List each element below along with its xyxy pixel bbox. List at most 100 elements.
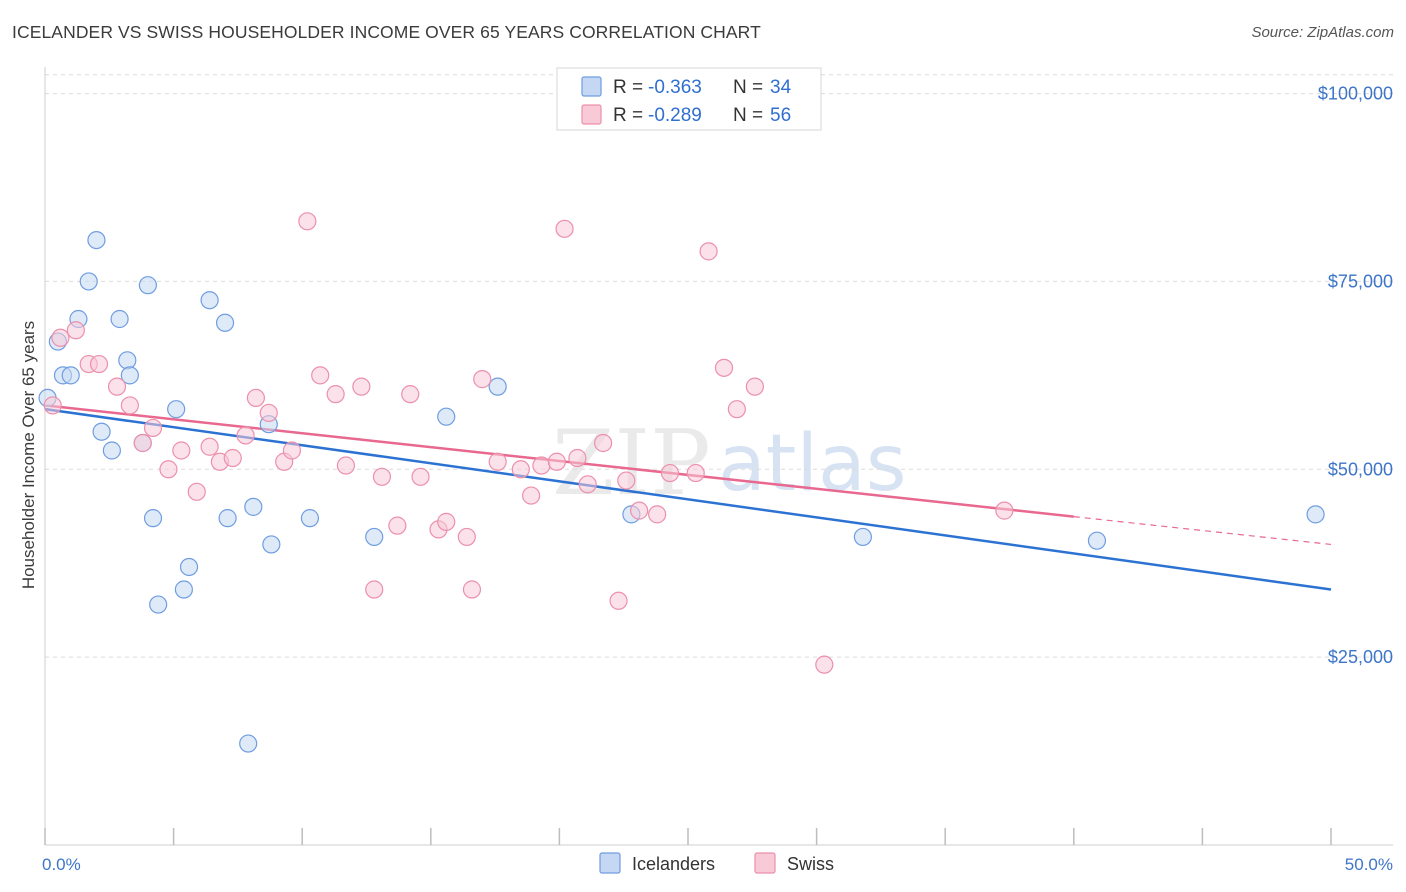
swiss-point-23 [336,456,356,475]
swiss-point-43 [594,433,613,453]
swiss-point-33 [462,580,482,599]
swiss-legend-r-value: -0.289 [648,105,702,126]
swiss-point-8 [143,418,163,438]
y-axis-title: Householder Income Over 65 years [19,321,38,589]
icelanders-point-29 [488,377,507,396]
swiss-point-11 [187,482,206,501]
swiss-trend-extension [1073,516,1332,546]
bottom-legend: Icelanders Swiss [599,852,834,874]
y-tick-label-1: $50,000 [1328,459,1393,479]
y-tick-label-0: $25,000 [1328,647,1393,667]
icelanders-legend-r-label: R = [613,77,643,98]
swiss-point-15 [236,426,255,445]
icelanders-point-7 [92,422,111,441]
x-tick-label-min: 0.0% [42,855,81,874]
swiss-point-14 [223,448,242,468]
icelanders-legend-swatch [581,76,602,97]
swiss-point-25 [365,580,384,599]
icelanders-point-8 [102,441,121,460]
top-legend: R = -0.363 N = 34 R = -0.289 N = 56 [556,67,822,131]
icelanders-point-5 [79,272,98,291]
icelanders-point-13 [138,276,157,295]
swiss-point-31 [437,512,456,531]
swiss-point-35 [488,452,507,471]
icelanders-point-20 [215,313,235,332]
swiss-point-41 [568,448,587,468]
swiss-point-2 [66,321,85,340]
swiss-point-50 [699,242,718,261]
swiss-point-28 [401,385,420,404]
icelanders-trend-line [44,407,1332,591]
swiss-point-6 [120,396,139,415]
icelanders-point-24 [262,535,281,554]
swiss-point-48 [660,463,680,483]
chart-source: Source: ZipAtlas.com [1251,24,1394,41]
icelanders-point-19 [200,291,219,310]
icelanders-point-10 [118,351,137,370]
swiss-point-39 [547,452,566,471]
data-points [38,212,1325,753]
swiss-point-34 [473,370,492,389]
swiss-point-16 [246,388,266,407]
swiss-point-51 [714,358,734,377]
icelanders-point-6 [87,231,106,250]
swiss-legend-r-label: R = [613,105,643,126]
y-tick-labels: $25,000 $50,000 $75,000 $100,000 [1318,84,1393,668]
swiss-point-55 [995,501,1014,520]
icelanders-point-18 [179,557,199,577]
icelanders-point-15 [149,595,168,614]
swiss-point-19 [282,441,302,460]
swiss-point-10 [172,441,191,460]
watermark: ZIP atlas [552,411,907,516]
swiss-point-36 [511,460,530,479]
icelanders-point-9 [110,309,129,329]
swiss-point-27 [388,516,407,535]
icelanders-bottom-legend-label: Icelanders [632,854,715,874]
icelanders-point-21 [218,509,237,528]
x-tick-label-max: 50.0% [1345,855,1393,874]
swiss-point-5 [107,377,127,396]
swiss-point-52 [727,400,746,419]
icelanders-point-26 [300,509,320,528]
swiss-point-29 [411,467,430,486]
swiss-point-9 [159,460,178,479]
y-tick-label-3: $100,000 [1318,84,1393,104]
swiss-point-40 [555,219,574,238]
icelanders-point-23 [244,497,263,516]
chart-title: ICELANDER VS SWISS HOUSEHOLDER INCOME OV… [12,22,761,42]
icelanders-legend-r-value: -0.363 [648,77,702,98]
swiss-point-46 [630,501,649,520]
axes [44,67,1393,846]
swiss-point-12 [200,437,219,456]
swiss-point-0 [43,396,62,415]
icelanders-bottom-legend-swatch [599,852,621,874]
swiss-point-1 [51,328,70,347]
icelanders-point-31 [853,527,872,547]
icelanders-point-28 [437,407,456,426]
swiss-point-47 [648,505,667,524]
swiss-point-24 [352,377,371,396]
swiss-point-22 [326,385,345,404]
icelanders-point-3 [61,366,80,385]
swiss-bottom-legend-swatch [754,852,776,874]
swiss-point-49 [686,463,705,483]
icelanders-legend-n-label: N = [733,77,763,98]
y-tick-label-2: $75,000 [1328,271,1393,291]
swiss-point-7 [133,433,152,453]
icelanders-point-27 [365,527,384,547]
icelanders-point-32 [1087,531,1107,550]
swiss-point-21 [311,366,330,385]
x-tick-labels: 0.0% 50.0% [42,855,1393,874]
icelanders-point-17 [174,580,193,599]
swiss-point-53 [745,377,764,396]
swiss-point-4 [89,354,109,374]
swiss-bottom-legend-label: Swiss [787,854,834,874]
swiss-point-44 [609,591,628,610]
swiss-point-54 [815,655,834,674]
swiss-legend-n-value: 56 [770,105,791,126]
icelanders-point-11 [120,366,139,385]
swiss-point-42 [578,475,597,494]
swiss-point-37 [522,486,541,505]
swiss-point-17 [259,403,278,423]
